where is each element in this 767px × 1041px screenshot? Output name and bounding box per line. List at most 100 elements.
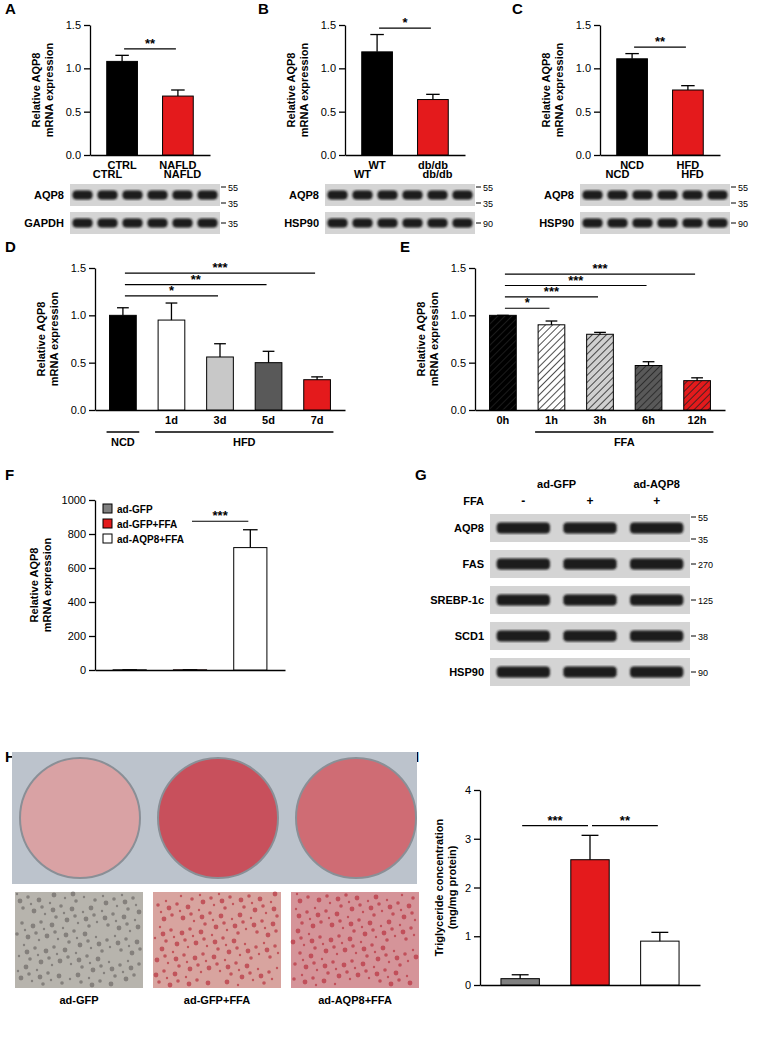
error-bar — [625, 54, 639, 59]
blot-panel: Gad-GFPad-AQP8FFA-++AQP85535FAS270SREBP-… — [415, 466, 713, 686]
y-tick-mark — [89, 602, 95, 603]
micrograph-texture — [187, 946, 189, 948]
micrograph-texture — [95, 936, 97, 938]
y-tick-label: 1.0 — [576, 62, 591, 74]
micrograph-texture — [382, 931, 387, 936]
blot-marker-dash — [691, 539, 696, 540]
y-tick-label: 0.0 — [576, 149, 591, 161]
micrograph-texture — [47, 956, 51, 960]
x-tick-label: WT — [369, 159, 386, 171]
y-tick-label: 2 — [465, 882, 471, 894]
significance-label: *** — [547, 813, 563, 828]
blot-panel: WTdb/dbAQP85535HSP9090 — [284, 168, 493, 234]
micrograph-texture — [324, 909, 328, 913]
micrograph-texture — [89, 906, 94, 911]
micrograph-texture — [226, 965, 231, 970]
micrograph-texture — [135, 904, 137, 906]
micrograph-texture — [116, 941, 121, 946]
y-tick-label: 600 — [68, 562, 86, 574]
y-tick-label: 0.0 — [71, 404, 86, 416]
micrograph-texture — [56, 953, 58, 955]
micrograph-texture — [44, 913, 46, 915]
y-tick-mark — [89, 500, 95, 501]
y-tick-mark — [89, 268, 95, 269]
error-bar — [117, 308, 129, 316]
blot-band — [497, 630, 550, 641]
blot-band — [328, 219, 348, 228]
y-axis-title: Relative AQP8mRNA expression — [540, 43, 565, 138]
y-tick: 1.5 — [321, 19, 345, 31]
micrograph-texture — [257, 968, 259, 970]
micrograph-texture — [225, 944, 227, 946]
micrograph-texture — [66, 955, 70, 959]
micrograph-texture — [92, 913, 96, 917]
micrograph-texture — [218, 893, 220, 895]
micrograph-texture — [211, 934, 213, 936]
blot-band — [497, 594, 550, 605]
y-tick-mark — [594, 68, 600, 69]
micrograph-texture — [201, 952, 205, 956]
micrograph-texture — [38, 939, 40, 941]
micrograph-texture — [319, 920, 323, 924]
micrograph-texture — [409, 926, 413, 930]
micrograph-texture — [77, 922, 79, 924]
blot-band — [428, 219, 448, 228]
micrograph-texture — [338, 919, 342, 923]
blot-marker-dash — [221, 223, 226, 224]
micrograph-texture — [219, 914, 224, 919]
micrograph-texture — [220, 899, 225, 904]
blot-marker-label: 55 — [698, 513, 708, 523]
blot-band — [453, 219, 473, 228]
y-tick: 0.5 — [321, 106, 345, 118]
y-axis-line — [600, 26, 601, 156]
bar — [234, 548, 267, 670]
micrograph-texture — [388, 961, 390, 963]
micrograph-texture — [301, 974, 303, 976]
blot-panel: NCDHFDAQP85535HSP9090 — [539, 168, 748, 234]
blot-marker-dash — [731, 203, 736, 204]
micrograph-texture — [414, 955, 419, 960]
micrograph-texture — [377, 902, 381, 906]
micrograph-texture — [367, 900, 369, 902]
y-axis: 02004006008001000 — [62, 494, 96, 676]
blot-row-label: HSP90 — [449, 666, 484, 678]
chart-panel: A0.00.51.01.5Relative AQP8mRNA expressio… — [5, 0, 211, 171]
blot-row-label: HSP90 — [284, 217, 319, 229]
y-tick: 1.0 — [451, 309, 475, 321]
y-tick: 400 — [68, 596, 95, 608]
error-bar — [497, 315, 509, 316]
micrograph-texture — [193, 920, 195, 922]
blot-marker-dash — [476, 203, 481, 204]
blot-band — [173, 191, 193, 200]
group-label: HFD — [233, 436, 256, 448]
bar — [587, 334, 614, 410]
micrograph-texture — [363, 932, 368, 937]
micrograph-texture — [49, 902, 51, 904]
micrograph-texture — [196, 963, 200, 967]
x-tick: 3d — [214, 414, 227, 426]
y-tick-mark — [474, 985, 480, 986]
micrograph-texture — [246, 949, 251, 954]
y-axis-title-line: mRNA expression — [48, 292, 60, 387]
micrograph-texture — [30, 903, 32, 905]
micrograph-texture — [128, 945, 130, 947]
micrograph-texture — [179, 910, 181, 912]
micrograph-texture — [374, 895, 379, 900]
blot-band — [353, 191, 373, 200]
blot-band — [708, 191, 728, 200]
group-label: FFA — [614, 436, 635, 448]
micrograph-texture — [399, 924, 401, 926]
micrograph-texture — [323, 964, 328, 969]
micrograph-texture — [325, 894, 329, 898]
micrograph-texture — [87, 924, 91, 928]
y-axis-title: Relative AQP8mRNA expression — [35, 292, 60, 387]
micrograph-texture — [264, 927, 266, 929]
micrograph-texture — [213, 940, 218, 945]
micrograph-texture — [403, 952, 407, 956]
micrograph-texture — [52, 945, 56, 949]
micrograph-texture — [112, 897, 116, 901]
micrograph-texture — [96, 957, 101, 962]
y-tick: 0 — [80, 664, 95, 676]
y-tick-mark — [469, 410, 475, 411]
micrograph-texture — [235, 946, 239, 950]
